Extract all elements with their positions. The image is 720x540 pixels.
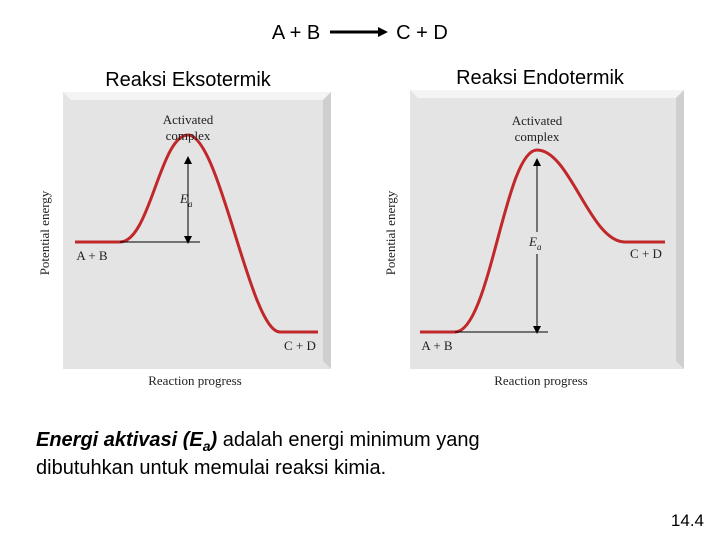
panel-bg bbox=[410, 90, 684, 369]
panel-title: Reaksi Eksotermik bbox=[105, 69, 272, 91]
panel-bevel bbox=[410, 90, 684, 98]
panel-bevel bbox=[323, 92, 331, 369]
reaction-arrow-head bbox=[378, 27, 388, 37]
y-axis-label: Potential energy bbox=[37, 190, 52, 275]
products-label: C + D bbox=[630, 246, 662, 261]
panel-bevel bbox=[63, 92, 331, 100]
x-axis-label: Reaction progress bbox=[494, 373, 588, 388]
peak-label: Activated bbox=[512, 113, 563, 128]
panel-title: Reaksi Endotermik bbox=[456, 67, 625, 89]
caption: Energi aktivasi (Ea) adalah energi minim… bbox=[36, 429, 480, 454]
label-bg bbox=[526, 232, 548, 254]
header-reactants: A + B bbox=[272, 22, 320, 44]
energy-curve bbox=[75, 133, 318, 334]
header-products: C + D bbox=[396, 22, 448, 44]
page-number: 14.4 bbox=[671, 511, 704, 530]
reactants-label: A + B bbox=[421, 338, 453, 353]
panel-bevel bbox=[676, 90, 684, 369]
products-label: C + D bbox=[284, 338, 316, 353]
exothermic-diagram: Activated complex Ea A + B C + D Reactio… bbox=[37, 92, 331, 388]
ea-label: Ea bbox=[179, 191, 193, 209]
x-axis-label: Reaction progress bbox=[148, 373, 242, 388]
peak-label: Activated bbox=[163, 112, 214, 127]
endothermic-diagram: Ea Activated complex A + B C + D Reactio… bbox=[383, 90, 684, 388]
y-axis-label: Potential energy bbox=[383, 190, 398, 275]
caption: dibutuhkan untuk memulai reaksi kimia. bbox=[36, 457, 386, 479]
peak-label: complex bbox=[515, 129, 560, 144]
reactants-label: A + B bbox=[76, 248, 108, 263]
ea-label: Ea bbox=[528, 234, 542, 252]
peak-label: complex bbox=[166, 128, 211, 143]
energy-curve bbox=[420, 148, 665, 334]
